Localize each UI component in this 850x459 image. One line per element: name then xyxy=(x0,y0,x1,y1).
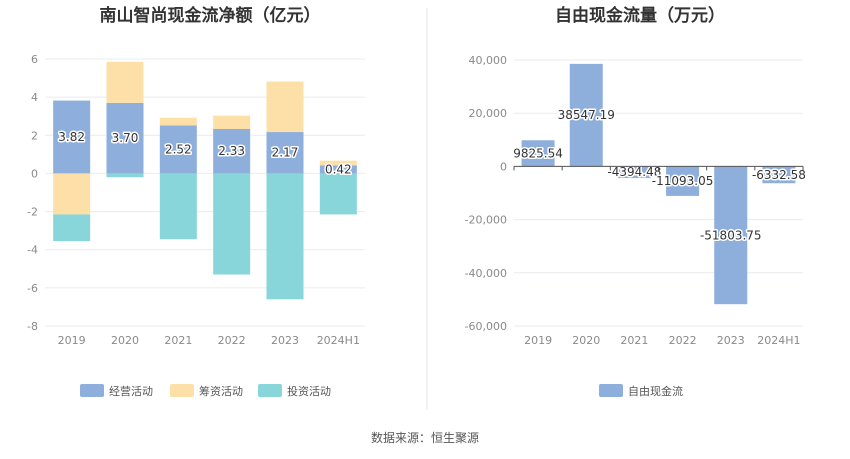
left-legend-label[interactable]: 投资活动 xyxy=(287,384,331,398)
left-bar xyxy=(159,173,197,240)
left-y-tick-label: 4 xyxy=(31,91,38,104)
right-legend-label[interactable]: 自由现金流 xyxy=(628,384,683,398)
left-data-label: 2.33 xyxy=(218,144,245,158)
right-axis: -60,000 -40,000 -20,000 0 20,000 40,000 2019 20… xyxy=(465,54,804,347)
left-bar xyxy=(213,128,251,174)
left-legend-swatch[interactable] xyxy=(80,384,104,397)
right-bar xyxy=(521,140,555,167)
right-data-label: -6332.58 xyxy=(752,168,806,182)
left-bar xyxy=(106,102,144,174)
left-data-label: 2.17 xyxy=(272,146,299,160)
right-chart-title: 自由现金流量（万元） xyxy=(555,5,725,26)
right-x-tick-label: 2022 xyxy=(669,334,697,347)
right-x-tick-label: 2020 xyxy=(572,334,600,347)
left-bar xyxy=(213,115,251,129)
left-bar xyxy=(106,173,144,178)
left-data-label: 2.52 xyxy=(165,142,192,156)
right-bars xyxy=(521,63,796,305)
left-y-tick-label: 2 xyxy=(31,129,38,142)
left-y-tick-label: -2 xyxy=(27,206,38,219)
right-y-tick-label: -60,000 xyxy=(465,320,507,333)
left-x-tick-label: 2023 xyxy=(271,334,299,347)
left-bar xyxy=(53,214,91,242)
right-bar xyxy=(617,166,651,179)
left-x-tick-label: 2024H1 xyxy=(317,334,360,347)
left-legend-swatch[interactable] xyxy=(258,384,282,397)
left-x-tick-label: 2022 xyxy=(218,334,246,347)
left-bar xyxy=(266,81,304,133)
right-data-label: -11093.05 xyxy=(652,174,714,188)
left-x-tick-label: 2019 xyxy=(58,334,86,347)
left-x-tick-label: 2020 xyxy=(111,334,139,347)
left-y-tick-label: -4 xyxy=(27,244,38,257)
left-x-tick-label: 2021 xyxy=(164,334,192,347)
left-y-tick-label: 6 xyxy=(31,53,38,66)
right-legend: 自由现金流 xyxy=(599,384,683,398)
left-bar xyxy=(266,132,304,174)
left-data-labels: 3.82 3.70 2.52 2.33 2.17 0.42 xyxy=(57,129,353,178)
right-y-tick-label: 0 xyxy=(500,160,507,173)
right-bar xyxy=(569,63,603,167)
right-x-tick-label: 2021 xyxy=(620,334,648,347)
left-bar xyxy=(319,173,357,215)
left-data-label: 3.70 xyxy=(112,131,139,145)
right-y-tick-label: -40,000 xyxy=(465,267,507,280)
left-bar xyxy=(213,173,251,275)
left-legend: 经营活动 筹资活动 投资活动 xyxy=(80,384,331,398)
right-data-labels: 9825.54 38547.19 -4394.48-11093.05 -51803.7… xyxy=(512,107,808,244)
left-bar xyxy=(53,100,91,174)
left-bar xyxy=(319,165,357,174)
right-x-tick-label: 2023 xyxy=(717,334,745,347)
right-data-label: 9825.54 xyxy=(513,146,563,160)
right-legend-swatch[interactable] xyxy=(599,384,623,397)
left-bar xyxy=(319,160,357,166)
left-y-tick-label: -6 xyxy=(27,282,38,295)
right-y-tick-label: 40,000 xyxy=(469,54,508,67)
right-x-tick-label: 2019 xyxy=(524,334,552,347)
left-bar xyxy=(159,117,197,126)
right-bar xyxy=(762,166,796,184)
left-axis: -8 -6 -4 -2 0 2 4 6 2019 2020 2021 2022 2023 2024H1 xyxy=(27,53,360,347)
right-data-label: -51803.75 xyxy=(700,228,762,242)
right-bar xyxy=(714,166,748,305)
left-bars xyxy=(53,61,357,300)
right-y-tick-label: 20,000 xyxy=(469,107,508,120)
left-legend-label[interactable]: 筹资活动 xyxy=(199,384,243,398)
left-y-tick-label: -8 xyxy=(27,320,38,333)
left-y-tick-label: 0 xyxy=(31,167,38,180)
left-grid xyxy=(45,58,365,327)
right-x-tick-label: 2024H1 xyxy=(757,334,800,347)
left-bar xyxy=(53,173,91,215)
left-chart-title: 南山智尚现金流净额（亿元） xyxy=(100,5,321,26)
right-data-label: -4394.48 xyxy=(607,165,661,179)
left-bar xyxy=(159,125,197,174)
left-data-label: 0.42 xyxy=(325,162,352,176)
source-note: 数据来源：恒生聚源 xyxy=(371,430,479,445)
left-data-label: 3.82 xyxy=(58,130,85,144)
left-legend-label[interactable]: 经营活动 xyxy=(109,384,153,398)
left-bar xyxy=(266,173,304,300)
left-bar xyxy=(106,61,144,103)
right-y-tick-label: -20,000 xyxy=(465,214,507,227)
right-data-label: 38547.19 xyxy=(558,108,615,122)
right-grid xyxy=(514,59,803,327)
right-bar xyxy=(666,166,700,196)
left-legend-swatch[interactable] xyxy=(170,384,194,397)
